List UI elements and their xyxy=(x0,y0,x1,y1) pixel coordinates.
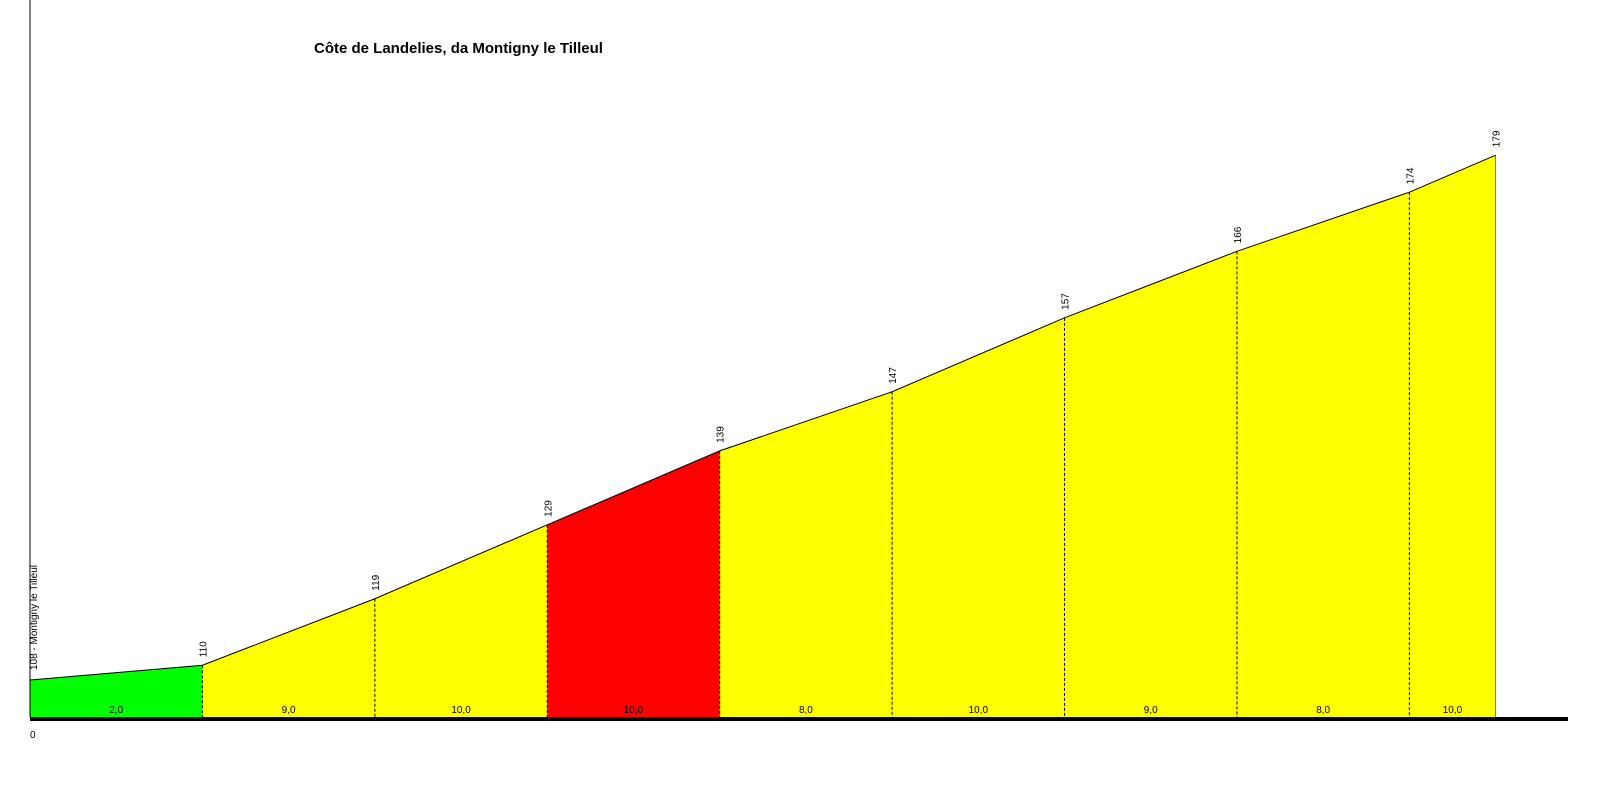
x-tick-label: 0 xyxy=(30,730,36,741)
segment-area xyxy=(1409,155,1496,717)
gradient-label: 8,0 xyxy=(799,705,813,716)
elevation-label: 147 xyxy=(888,367,899,384)
profile-line xyxy=(29,154,1496,681)
segment-area xyxy=(1064,251,1237,717)
elevation-label: 157 xyxy=(1061,293,1072,310)
elevation-label: 139 xyxy=(716,426,727,443)
gradient-label: 9,0 xyxy=(1144,705,1158,716)
gradient-label: 9,0 xyxy=(282,705,296,716)
elevation-label: 108 - Montigny le Tilleul xyxy=(29,565,40,670)
segment-area xyxy=(374,524,548,717)
segment-area xyxy=(30,665,203,717)
elevation-label: 129 xyxy=(543,500,554,517)
segment-area xyxy=(892,317,1065,717)
segment-area xyxy=(1236,192,1410,718)
gradient-label: 10,0 xyxy=(624,705,644,716)
gradient-label: 2,0 xyxy=(109,705,123,716)
chart-title: Côte de Landelies, da Montigny le Tilleu… xyxy=(314,40,603,57)
gradient-label: 10,0 xyxy=(451,705,471,716)
gradient-label: 8,0 xyxy=(1316,705,1330,716)
segment-area xyxy=(547,450,720,717)
gradient-label: 10,0 xyxy=(969,705,989,716)
elevation-label: 166 xyxy=(1233,226,1244,243)
elevation-label: 179 xyxy=(1492,130,1503,147)
elevation-label: 174 xyxy=(1405,167,1416,184)
elevation-label: 110 xyxy=(198,641,209,657)
gradient-label: 10,0 xyxy=(1443,705,1463,716)
segment-area xyxy=(202,598,375,717)
segment-area xyxy=(719,391,893,717)
elevation-label: 119 xyxy=(371,574,382,590)
x-axis xyxy=(30,717,1568,721)
